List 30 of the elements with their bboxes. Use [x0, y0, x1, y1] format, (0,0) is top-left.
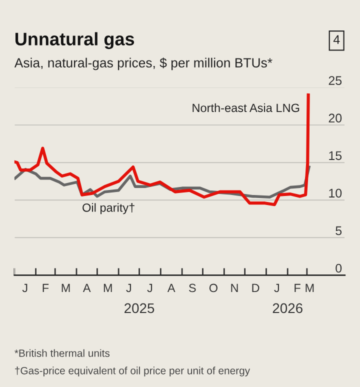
text: J: [147, 284, 152, 292]
text: M: [62, 284, 70, 292]
series-label: North-east Asia LNG: [192, 103, 300, 112]
x-tick-label: 2026: [272, 303, 302, 314]
chart-subtitle: Asia, natural-gas prices, $ per million BTUs*: [14, 58, 272, 70]
y-tick-label: 0: [336, 264, 342, 273]
text: D: [252, 284, 260, 292]
y-tick-label: 25: [328, 76, 342, 85]
y-tick-label: 15: [329, 151, 342, 160]
text: M: [306, 284, 314, 292]
text: J: [22, 284, 28, 292]
text: A: [82, 284, 91, 292]
text: *British thermal units: [14, 349, 110, 357]
text: 4: [333, 35, 340, 44]
text: J: [274, 284, 279, 292]
x-tick-label: 2025: [124, 303, 154, 314]
text: M: [104, 284, 112, 292]
text: F: [294, 284, 300, 292]
series-label: Oil parity†: [82, 203, 134, 214]
text: J: [126, 284, 132, 292]
y-tick-label: 10: [329, 188, 342, 198]
text: F: [42, 284, 49, 292]
text: N: [231, 284, 238, 292]
text: O: [209, 284, 218, 292]
y-tick-label: 20: [328, 114, 342, 123]
text: †Gas-price equivalent of oil price per unit of energy: [15, 366, 250, 376]
chart-title: Unnatural gas: [15, 32, 134, 50]
text: S: [189, 284, 196, 292]
y-tick-label: 5: [336, 226, 342, 236]
text: A: [167, 284, 176, 292]
